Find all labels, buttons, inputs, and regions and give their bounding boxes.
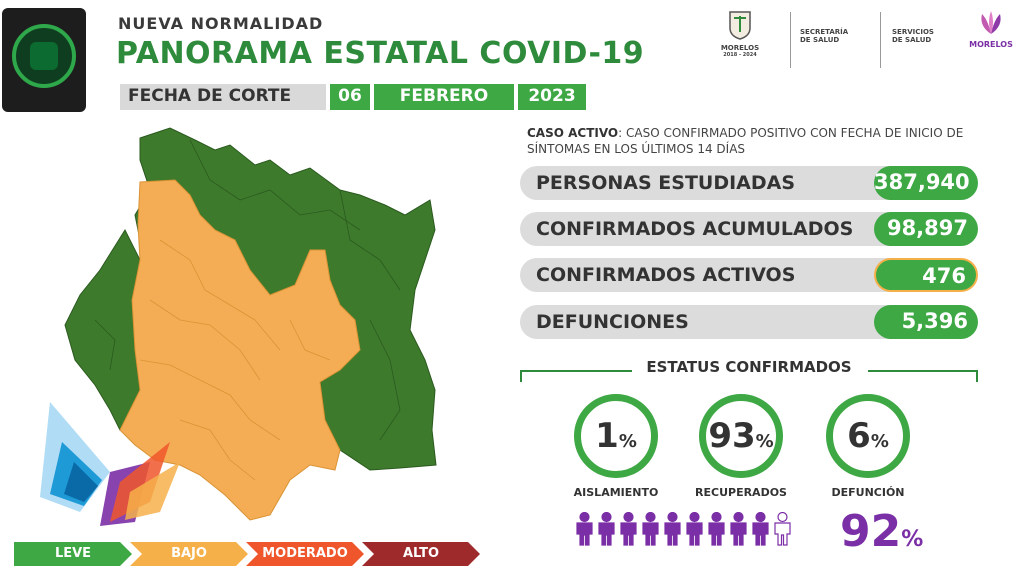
header-logos: MORELOS 2018 - 2024 SECRETARÍA DE SALUD … xyxy=(712,10,1022,80)
person-icon-filled xyxy=(642,512,659,546)
morelos-seal-years: 2018 - 2024 xyxy=(723,52,757,58)
municipality-borders-green xyxy=(94,139,401,441)
legend-level-bajo: BAJO xyxy=(130,542,248,566)
person-icon-outline xyxy=(774,512,791,546)
map-region-leve-west xyxy=(64,228,141,431)
servicios-salud-logo: SERVICIOS DE SALUD xyxy=(892,28,962,44)
cutoff-day: 06 xyxy=(330,84,370,110)
status-aislamiento-circle: 1% xyxy=(574,394,658,478)
shield-icon xyxy=(729,11,751,40)
stat-value: 387,940 xyxy=(874,166,978,200)
page-subtitle: NUEVA NORMALIDAD xyxy=(118,14,324,33)
stat-value: 476 xyxy=(874,258,978,292)
stat-label: DEFUNCIONES xyxy=(536,311,689,333)
legend-level-leve: LEVE xyxy=(14,542,132,566)
status-value: 93 xyxy=(708,416,756,456)
traffic-light-icon xyxy=(2,8,86,112)
recovery-unit: % xyxy=(901,527,924,552)
green-light-icon xyxy=(12,24,76,88)
stat-value: 98,897 xyxy=(874,212,978,246)
status-defuncion-label: DEFUNCIÓN xyxy=(831,486,905,499)
active-case-definition: CASO ACTIVO: CASO CONFIRMADO POSITIVO CO… xyxy=(527,125,977,157)
stat-personas-estudiadas: PERSONAS ESTUDIADAS 387,940 xyxy=(520,166,978,200)
secretaria-line-2: DE SALUD xyxy=(800,36,840,44)
stat-confirmados-acumulados: CONFIRMADOS ACUMULADOS 98,897 xyxy=(520,212,978,246)
legend-level-alto: ALTO xyxy=(362,542,480,566)
status-recuperados-circle: 93% xyxy=(699,394,783,478)
page-title: PANORAMA ESTATAL COVID-19 xyxy=(116,36,645,71)
status-unit: % xyxy=(755,430,774,452)
stat-confirmados-activos: CONFIRMADOS ACTIVOS 476 xyxy=(520,258,978,292)
legend-level-moderado: MODERADO xyxy=(246,542,364,566)
person-icon-filled xyxy=(686,512,703,546)
status-aislamiento-label: AISLAMIENTO xyxy=(573,486,659,499)
stat-defunciones: DEFUNCIONES 5,396 xyxy=(520,305,978,339)
recovery-percentage: 92% xyxy=(840,506,923,557)
morelos-brand-name: MORELOS xyxy=(969,40,1013,49)
status-unit: % xyxy=(870,430,889,452)
servicios-line-1: SERVICIOS xyxy=(892,28,934,36)
status-value: 6 xyxy=(847,416,871,456)
estatus-title: ESTATUS CONFIRMADOS xyxy=(646,358,852,376)
flower-icon xyxy=(981,11,1001,34)
person-icon-filled xyxy=(730,512,747,546)
cutoff-year: 2023 xyxy=(518,84,586,110)
status-recuperados-label: RECUPERADOS xyxy=(695,486,787,499)
secretaria-line-1: SECRETARÍA xyxy=(800,28,849,36)
status-unit: % xyxy=(618,430,637,452)
person-icon-filled xyxy=(664,512,681,546)
stat-label: CONFIRMADOS ACTIVOS xyxy=(536,264,796,286)
state-map xyxy=(64,127,437,521)
person-icon-filled xyxy=(576,512,593,546)
butterfly-icon xyxy=(40,402,180,526)
stat-value: 5,396 xyxy=(874,305,978,339)
stat-label: CONFIRMADOS ACUMULADOS xyxy=(536,218,854,240)
morelos-seal: MORELOS 2018 - 2024 xyxy=(716,10,764,58)
morelos-brand-logo: MORELOS xyxy=(964,10,1018,49)
servicios-line-2: DE SALUD xyxy=(892,36,932,44)
active-case-text: : CASO CONFIRMADO POSITIVO CON FECHA DE … xyxy=(527,126,964,156)
morelos-seal-name: MORELOS xyxy=(720,44,760,52)
person-icon-filled xyxy=(598,512,615,546)
cutoff-month: FEBRERO xyxy=(374,84,514,110)
cutoff-date: FECHA DE CORTE 06 FEBRERO 2023 xyxy=(120,84,586,110)
municipality-borders xyxy=(139,239,331,481)
person-icon-filled xyxy=(708,512,725,546)
cutoff-date-label: FECHA DE CORTE xyxy=(120,84,326,110)
person-icon-filled xyxy=(752,512,769,546)
secretaria-salud-logo: SECRETARÍA DE SALUD xyxy=(800,28,870,44)
estatus-bracket xyxy=(520,368,978,382)
person-icon-filled xyxy=(620,512,637,546)
status-defuncion-circle: 6% xyxy=(826,394,910,478)
active-case-term: CASO ACTIVO xyxy=(527,126,619,140)
recovery-value: 92 xyxy=(840,506,902,557)
status-value: 1 xyxy=(595,416,619,456)
people-pictogram xyxy=(574,512,793,546)
stat-label: PERSONAS ESTUDIADAS xyxy=(536,172,796,194)
